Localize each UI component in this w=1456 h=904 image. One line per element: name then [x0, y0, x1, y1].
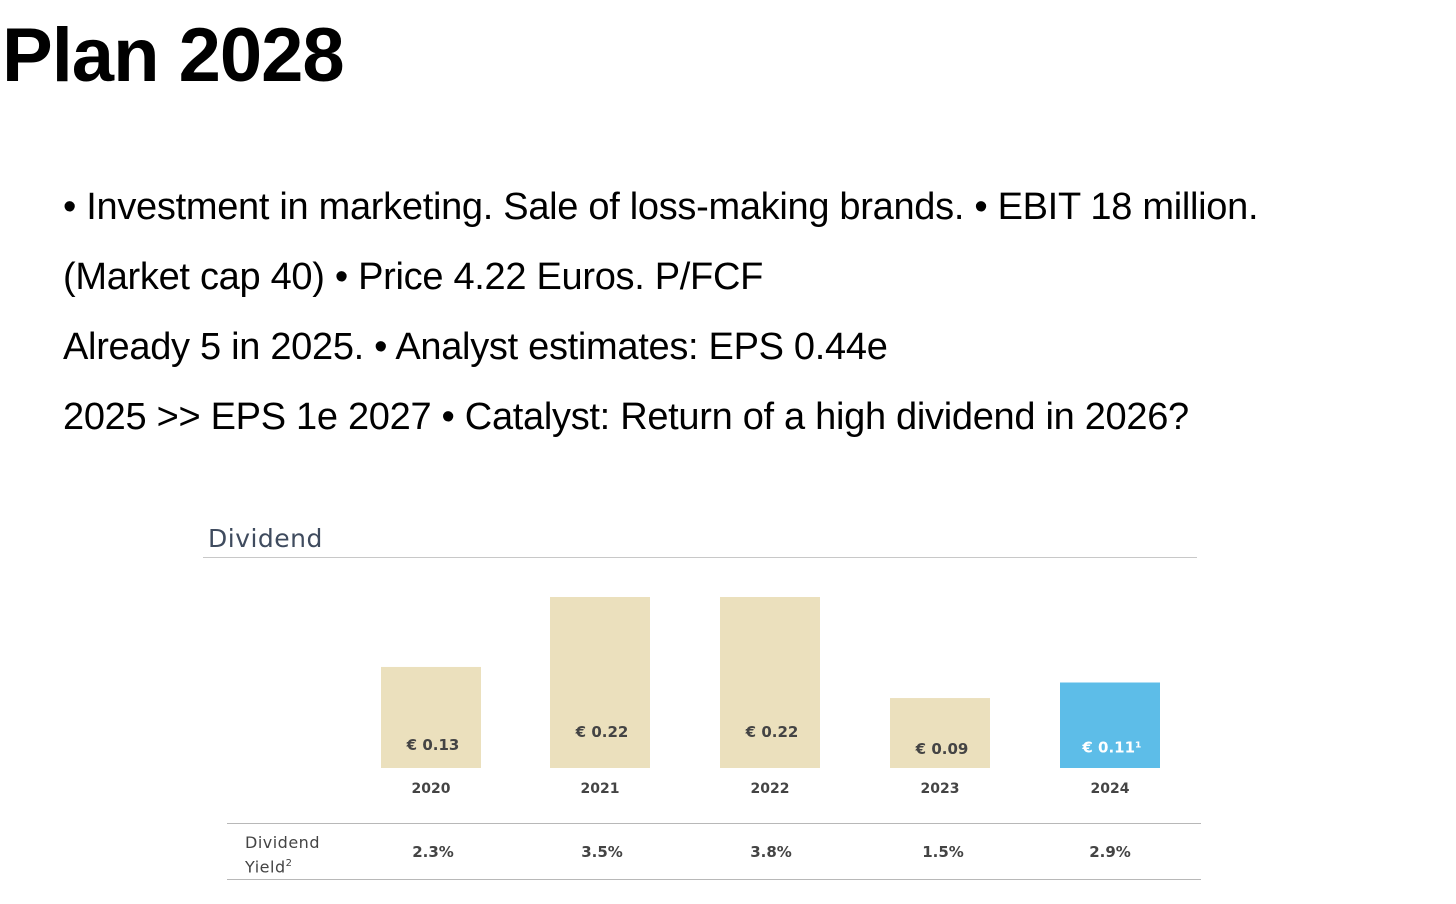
x-tick-label-2023: 2023 — [921, 781, 960, 797]
bar-value-label-2024: € 0.11¹ — [1081, 739, 1141, 757]
x-tick-label-2021: 2021 — [581, 781, 620, 797]
yield-cell-2022: 3.8% — [750, 843, 792, 861]
slide-title: Plan 2028 — [2, 13, 345, 98]
bar-value-label-2020: € 0.13 — [406, 736, 460, 754]
bar-2022 — [720, 597, 820, 768]
bar-2020 — [381, 666, 481, 768]
bar-value-label-2023: € 0.09 — [915, 740, 969, 758]
bullet-text-block: • Investment in marketing. Sale of loss-… — [63, 172, 1423, 452]
bar-value-label-2022: € 0.22 — [745, 723, 799, 741]
yield-cell-2021: 3.5% — [581, 843, 623, 861]
bar-2023 — [890, 698, 990, 768]
bullet-line-2: (Market cap 40) • Price 4.22 Euros. P/FC… — [63, 256, 764, 298]
chart-title-divider — [203, 557, 1197, 558]
yield-table-top-rule — [227, 823, 1201, 824]
x-tick-label-2024: 2024 — [1091, 781, 1130, 797]
bar-2024 — [1060, 682, 1160, 768]
bullet-line-1: • Investment in marketing. Sale of loss-… — [63, 186, 1259, 228]
yield-row-header: Dividend Yield2 — [245, 832, 320, 877]
yield-cell-2024: 2.9% — [1089, 843, 1131, 861]
bar-value-label-2021: € 0.22 — [575, 723, 629, 741]
yield-header-line2: Yield — [245, 857, 286, 877]
yield-cell-2020: 2.3% — [412, 843, 454, 861]
yield-header-footnote: 2 — [285, 858, 293, 869]
chart-title: Dividend — [208, 524, 323, 553]
x-tick-label-2020: 2020 — [412, 781, 451, 797]
yield-cell-2023: 1.5% — [922, 843, 964, 861]
bullet-line-3: Already 5 in 2025. • Analyst estimates: … — [63, 326, 888, 368]
bullet-line-4: 2025 >> EPS 1e 2027 • Catalyst: Return o… — [63, 396, 1189, 438]
x-tick-label-2022: 2022 — [751, 781, 790, 797]
yield-table-bottom-rule — [227, 879, 1201, 880]
yield-header-line1: Dividend — [245, 833, 320, 852]
bar-2021 — [550, 597, 650, 768]
